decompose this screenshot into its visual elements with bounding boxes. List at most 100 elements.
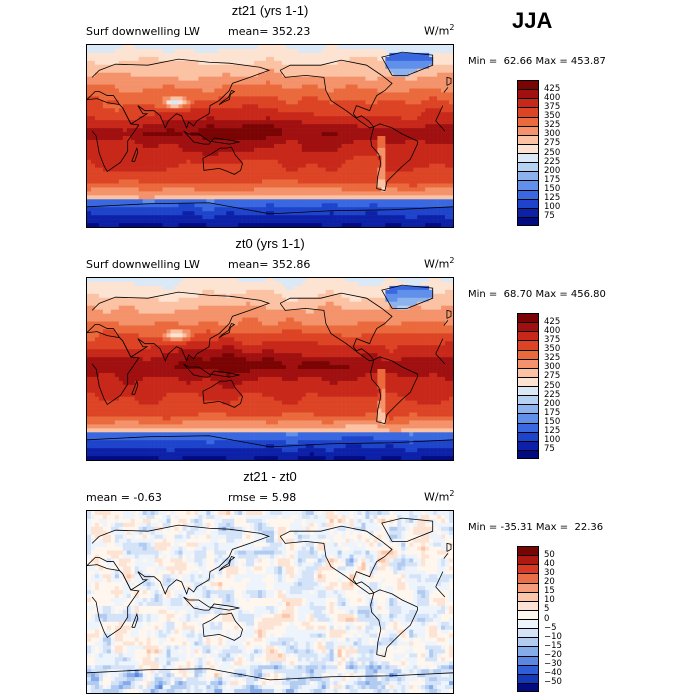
coastline bbox=[131, 146, 139, 162]
colorbar-box bbox=[517, 440, 539, 451]
min-max-label: Min = 62.66 Max = 453.87 bbox=[468, 56, 606, 67]
coastline bbox=[131, 379, 139, 395]
coastline bbox=[87, 564, 446, 638]
mean-label: mean = -0.63 bbox=[86, 491, 162, 504]
map-plot bbox=[86, 510, 454, 694]
colorbar-tick-label: 425 bbox=[544, 83, 561, 94]
colorbar-box bbox=[517, 116, 539, 127]
coastline bbox=[87, 291, 449, 363]
colorbar-tick-label: 225 bbox=[544, 156, 561, 167]
colorbar-tick-label: 50 bbox=[544, 549, 555, 560]
coastlines bbox=[87, 284, 453, 448]
colorbar-box bbox=[517, 591, 539, 602]
colorbar-box bbox=[517, 153, 539, 163]
field-shading bbox=[87, 511, 453, 693]
coastline bbox=[279, 59, 393, 129]
colorbar-box bbox=[517, 198, 539, 209]
colorbar-tick-label: −50 bbox=[544, 677, 562, 688]
colorbar-box bbox=[517, 171, 539, 181]
coastline bbox=[370, 589, 418, 658]
field-shading bbox=[87, 278, 453, 460]
colorbar-tick-label: 375 bbox=[544, 334, 561, 345]
colorbar-tick-label: 100 bbox=[544, 435, 561, 446]
colorbar-tick-label: 425 bbox=[544, 316, 561, 327]
coastline bbox=[87, 524, 449, 596]
colorbar-tick-label: 0 bbox=[544, 613, 550, 624]
coastline bbox=[183, 596, 240, 611]
map-plot bbox=[86, 44, 454, 228]
coastline bbox=[446, 542, 452, 552]
colorbar-box bbox=[517, 404, 539, 414]
coastline bbox=[202, 612, 243, 641]
colorbar-tick-label: 400 bbox=[544, 325, 561, 336]
colorbar-box bbox=[517, 216, 539, 226]
variable-label: Surf downwelling LW bbox=[86, 258, 200, 271]
coastline bbox=[218, 323, 236, 338]
coastline bbox=[279, 525, 393, 595]
coastline bbox=[183, 130, 240, 145]
colorbar-tick-label: 175 bbox=[544, 407, 561, 418]
colorbar-box bbox=[517, 98, 539, 108]
colorbar-box bbox=[517, 628, 539, 638]
season-label: JJA bbox=[512, 8, 553, 33]
colorbar-box bbox=[517, 207, 539, 218]
mean-label: mean= 352.23 bbox=[228, 25, 311, 38]
colorbar-box bbox=[517, 637, 539, 647]
colorbar-tick-label: 375 bbox=[544, 101, 561, 112]
colorbar-tick-label: 325 bbox=[544, 353, 561, 364]
coastline bbox=[87, 331, 446, 405]
colorbar-box bbox=[517, 313, 539, 323]
colorbar-tick-label: 75 bbox=[544, 211, 555, 222]
coastlines bbox=[87, 51, 453, 215]
colorbar-tick-label: 10 bbox=[544, 595, 555, 606]
colorbar: 50 40 30 20 15 10 5 0 −5 −10 −15 −20 −30 −40 −50 bbox=[517, 546, 562, 692]
colorbar-box bbox=[517, 340, 539, 350]
mean-label: mean= 352.86 bbox=[228, 258, 311, 271]
colorbar-box bbox=[517, 582, 539, 593]
colorbar-tick-label: 350 bbox=[544, 111, 561, 121]
colorbar-tick-label: 400 bbox=[544, 92, 561, 103]
colorbar-box bbox=[517, 413, 539, 423]
colorbar-box bbox=[517, 546, 539, 556]
units-label: W/m2 bbox=[424, 489, 455, 504]
colorbar-tick-label: 275 bbox=[544, 371, 561, 382]
colorbar-tick-label: 75 bbox=[544, 444, 555, 455]
colorbar-tick-label: 40 bbox=[544, 558, 555, 569]
coastlines bbox=[87, 517, 453, 681]
coastline bbox=[381, 51, 434, 76]
colorbar-box bbox=[517, 609, 539, 620]
colorbar-box bbox=[517, 646, 539, 656]
colorbar-tick-label: 30 bbox=[544, 567, 555, 578]
colorbar-tick-label: 15 bbox=[544, 586, 555, 597]
colorbar-tick-label: 250 bbox=[544, 380, 561, 391]
colorbar-box bbox=[517, 664, 539, 675]
coastline bbox=[370, 123, 418, 192]
colorbar-tick-label: 100 bbox=[544, 202, 561, 213]
colorbar-box bbox=[517, 349, 539, 360]
coastline bbox=[183, 363, 240, 378]
coastline bbox=[202, 379, 243, 408]
colorbar-tick-label: 125 bbox=[544, 193, 561, 204]
colorbar-box bbox=[517, 107, 539, 117]
colorbar-box bbox=[517, 386, 539, 396]
colorbar-box bbox=[517, 682, 539, 692]
colorbar: 425 400 375 350 325 300 275 250 225 200 175 150 125 1… bbox=[517, 80, 560, 226]
colorbar-box bbox=[517, 358, 539, 369]
colorbar-box bbox=[517, 80, 539, 90]
colorbar-box bbox=[517, 189, 539, 200]
colorbar-box bbox=[517, 431, 539, 442]
panel-title: zt21 (yrs 1-1) bbox=[231, 3, 309, 18]
coastline bbox=[279, 292, 393, 362]
coastline bbox=[131, 612, 139, 628]
colorbar-tick-label: 250 bbox=[544, 147, 561, 158]
colorbar: 425 400 375 350 325 300 275 250 225 200 175 150 125 1… bbox=[517, 313, 560, 459]
colorbar-tick-label: 150 bbox=[544, 417, 561, 427]
colorbar-box bbox=[517, 573, 539, 583]
coastline bbox=[370, 356, 418, 425]
colorbar-tick-label: 175 bbox=[544, 174, 561, 185]
panel-title: zt0 (yrs 1-1) bbox=[235, 236, 305, 251]
colorbar-tick-label: −15 bbox=[544, 640, 562, 651]
colorbar-box bbox=[517, 449, 539, 459]
colorbar-box bbox=[517, 331, 539, 341]
colorbar-tick-label: 325 bbox=[544, 120, 561, 131]
